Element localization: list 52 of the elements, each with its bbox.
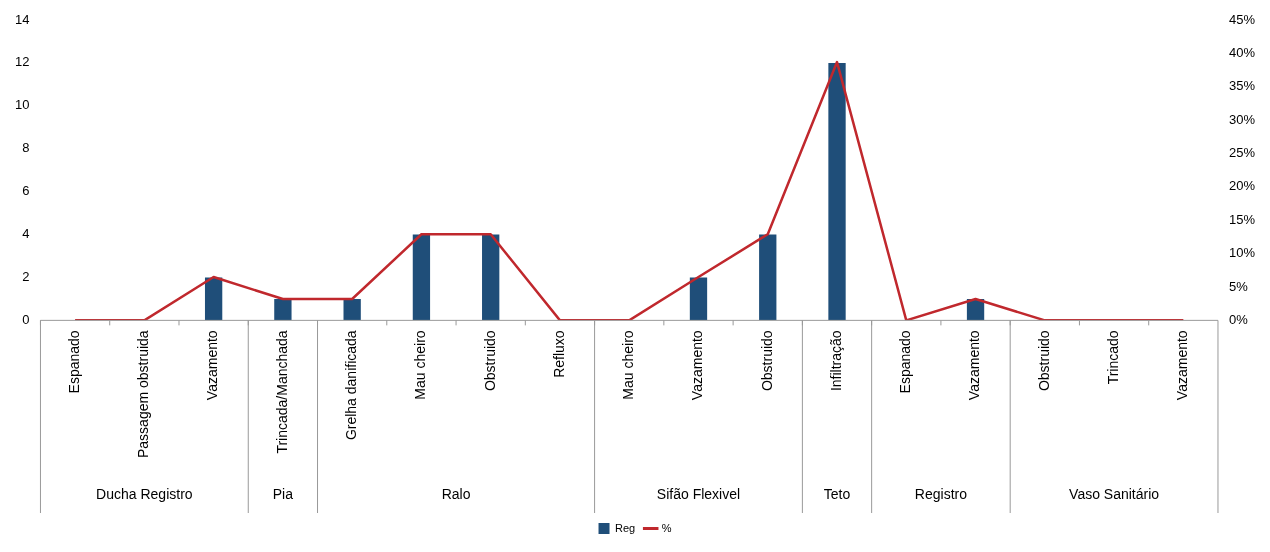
y2-tick-label: 15% [1228,211,1256,227]
y2-tick-label: 0% [1228,311,1249,327]
y2-tick-label: 25% [1228,145,1256,161]
x-tick-label: Obstruido [1035,330,1052,392]
y2-tick-label: 10% [1228,245,1256,261]
x-tick-label: Trincado [1104,330,1121,385]
y-tick-label: 4 [22,226,30,242]
x-tick-label: Vazamento [966,330,983,401]
x-tick-label: Obstruido [481,330,498,392]
y-tick-label: 10 [14,97,30,113]
x-tick-label: Espanado [65,330,82,394]
x-tick-label: Grelha danificada [343,330,360,441]
x-tick-label: Mau cheiro [620,330,637,400]
x-tick-label: Espanado [897,330,914,394]
y-tick-label: 8 [22,140,30,156]
y2-tick-label: 30% [1228,111,1256,127]
bar [343,298,361,321]
x-tick-label: Infiltração [827,330,844,392]
text: Registro [914,485,968,502]
bar [828,62,846,321]
y-tick-label: 0 [22,311,30,327]
x-tick-label: Vazamento [689,330,706,401]
text: Pia [272,485,294,502]
bar [759,234,777,321]
legend-label: Reg [615,521,636,534]
text: Teto [823,485,851,502]
x-tick-label: Mau cheiro [412,330,429,400]
text: Vaso Sanitário [1069,485,1160,502]
text: Sifão Flexivel [656,485,741,502]
y2-tick-label: 40% [1228,44,1256,60]
text: Ducha Registro [96,485,193,502]
y2-tick-label: 20% [1228,178,1256,194]
legend-label: % [661,521,672,534]
y2-tick-label: 35% [1228,78,1256,94]
y-tick-label: 2 [22,269,30,285]
x-tick-label: Trincada/Manchada [273,330,290,454]
y-tick-label: 14 [14,11,30,27]
y2-tick-label: 45% [1228,11,1256,27]
bar [689,277,708,321]
x-tick-label: Passagem obstruida [135,330,152,459]
y2-tick-label: 5% [1228,278,1249,294]
x-tick-label: Vazamento [204,330,221,401]
x-tick-label: Refluxo [550,330,567,378]
x-tick-label: Vazamento [1174,330,1191,401]
bar [274,298,292,321]
y-tick-label: 6 [22,183,30,199]
bar [412,234,431,321]
text: Ralo [441,485,471,502]
x-tick-label: Obstruido [758,330,775,392]
bar [204,277,223,321]
bar [482,234,500,321]
y-tick-label: 12 [14,54,30,70]
